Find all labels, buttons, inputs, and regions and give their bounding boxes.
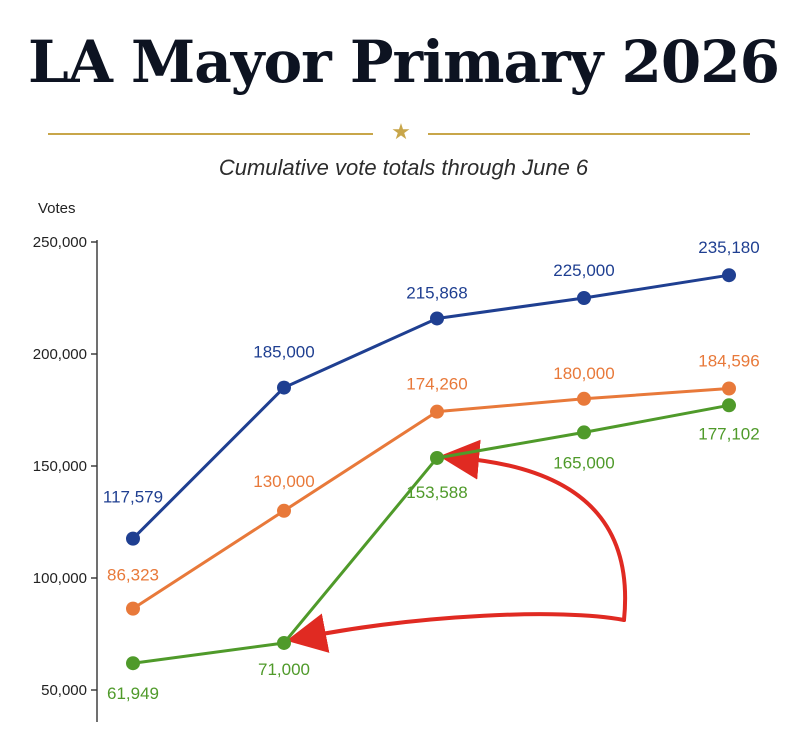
y-tick-label: 200,000 [33,346,87,363]
data-label: 117,579 [103,488,163,507]
data-label: 165,000 [553,453,614,472]
y-tick-label: 250,000 [33,234,87,251]
data-point [722,398,736,413]
y-tick-label: 100,000 [33,570,87,587]
data-label: 61,949 [107,684,159,703]
data-point [430,450,444,465]
data-point [577,391,591,406]
y-tick-label: 150,000 [33,458,87,475]
data-point [126,601,140,616]
data-point [277,635,291,650]
data-point [277,503,291,518]
divider-left [48,133,373,135]
annotation-arrow [286,612,626,653]
data-point [430,311,444,326]
data-label: 180,000 [553,364,614,383]
data-label: 71,000 [258,660,310,679]
data-label: 86,323 [107,566,159,585]
data-point [577,425,591,440]
chart-title: LA Mayor Primary 2026 [28,28,780,96]
data-label: 130,000 [253,472,314,491]
annotation-arrow [439,439,628,622]
data-point [722,268,736,283]
data-label: 153,588 [406,483,467,502]
data-label: 185,000 [253,343,314,362]
data-point [126,656,140,671]
data-label: 225,000 [553,261,614,280]
data-label: 184,596 [698,352,759,371]
data-point [277,380,291,395]
chart-subtitle: Cumulative vote totals through June 6 [218,155,589,180]
data-label: 177,102 [698,424,759,443]
divider-right [428,133,750,135]
data-label: 215,868 [406,283,467,302]
data-label: 235,180 [698,238,759,257]
series-line [132,403,730,665]
star-icon: ★ [391,120,411,145]
data-point [126,531,140,546]
data-label: 174,260 [406,375,467,394]
y-tick-label: 50,000 [41,682,87,699]
data-point [577,291,591,305]
y-axis-title: Votes [38,200,76,217]
data-point [430,404,444,419]
data-point [722,381,736,396]
